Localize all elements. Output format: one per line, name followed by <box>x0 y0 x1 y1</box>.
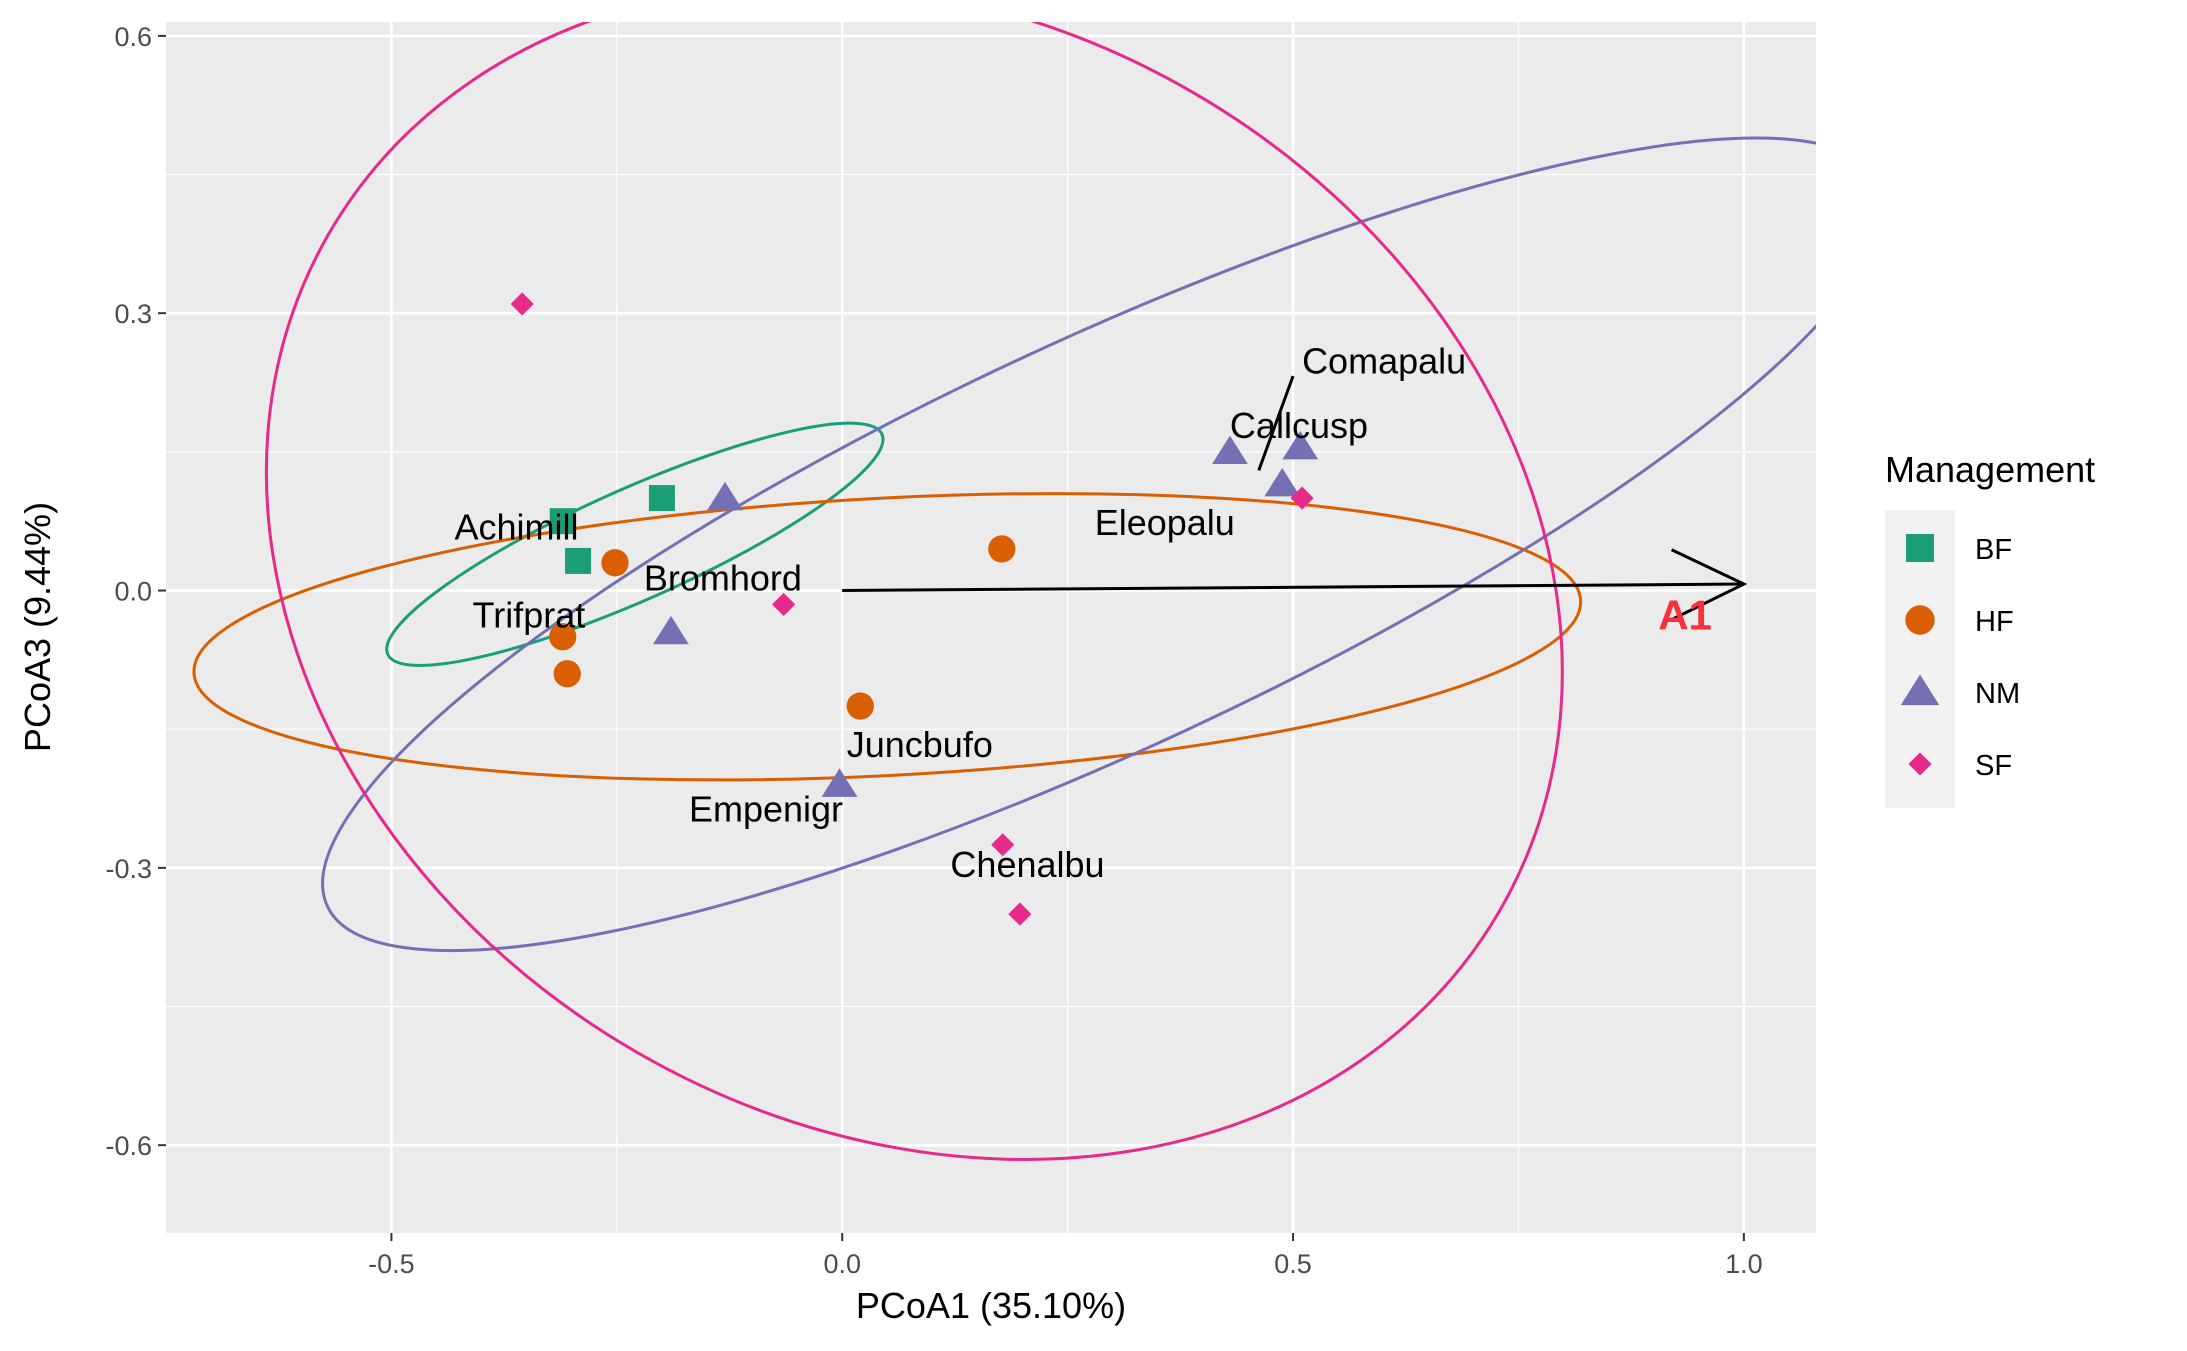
y-tick-label: 0.3 <box>114 299 152 329</box>
legend-key-nm <box>1900 674 1940 706</box>
plot-panel <box>166 22 1816 1233</box>
point-bf <box>648 485 675 512</box>
x-tick-label: -0.5 <box>368 1249 415 1279</box>
legend-label-hf: HF <box>1975 606 2014 638</box>
grid-major <box>166 22 1816 1233</box>
point-nm <box>1212 435 1248 465</box>
x-tick-label: 0.0 <box>823 1249 861 1279</box>
site-label: Bromhord <box>644 558 802 599</box>
point-nm <box>653 615 689 645</box>
point-bf <box>565 547 592 574</box>
site-labels: Comapalu Callcusp Eleopalu Achimill Bromhord… <box>455 340 1467 885</box>
x-axis-title: PCoA1 (35.10%) <box>856 1285 1126 1326</box>
point-sf <box>510 292 534 316</box>
legend-key-hf <box>1905 605 1935 635</box>
point-hf <box>553 660 581 688</box>
site-label: Callcusp <box>1230 405 1368 446</box>
ellipse-hf <box>192 492 1583 782</box>
site-label: Chenalbu <box>950 844 1104 885</box>
arrow-shaft <box>842 582 1744 593</box>
y-tick-label: 0.6 <box>114 22 152 52</box>
x-tick-label: 0.5 <box>1274 1249 1312 1279</box>
legend-label-bf: BF <box>1975 534 2012 566</box>
site-label: Empenigr <box>689 789 843 830</box>
y-tick-label: -0.3 <box>105 854 152 884</box>
ellipse-bf <box>385 421 885 667</box>
y-tick-label: 0.0 <box>114 577 152 607</box>
y-tick-label: -0.6 <box>105 1131 152 1161</box>
x-axis: -0.5 0.0 0.5 1.0 <box>368 1233 1763 1279</box>
point-sf <box>1008 902 1032 926</box>
point-sf <box>772 592 796 616</box>
ellipse-sf <box>264 22 1564 1161</box>
point-hf <box>846 692 874 720</box>
point-sf <box>991 833 1015 857</box>
site-label: Trifprat <box>473 595 586 636</box>
point-bf <box>549 508 576 535</box>
arrow-head <box>1670 548 1748 621</box>
point-sf <box>1290 486 1314 510</box>
legend-label-nm: NM <box>1975 678 2020 710</box>
legend-title: Management <box>1885 449 2095 490</box>
confidence-ellipses <box>192 22 1816 1161</box>
legend-key-sf <box>1908 752 1932 776</box>
leader-line <box>1257 375 1295 471</box>
point-nm <box>707 481 743 511</box>
site-label: Comapalu <box>1302 340 1466 381</box>
point-hf <box>549 623 577 651</box>
site-label: Eleopalu <box>1095 502 1235 543</box>
x-tick-label: 1.0 <box>1725 1249 1763 1279</box>
y-axis-title: PCoA3 (9.44%) <box>17 502 58 752</box>
site-label: Achimill <box>455 507 579 548</box>
point-nm <box>1282 430 1319 460</box>
point-hf <box>988 535 1016 563</box>
arrow-label: A1 <box>1658 591 1712 638</box>
legend-key-bf <box>1906 534 1934 562</box>
ellipse-nm <box>321 136 1816 953</box>
vector-arrow: A1 <box>842 375 1748 638</box>
point-hf <box>601 549 629 577</box>
y-axis: -0.6 -0.3 0.0 0.3 0.6 <box>105 22 166 1161</box>
site-label: Juncbufo <box>847 724 993 765</box>
data-points <box>510 292 1319 926</box>
point-nm <box>1264 467 1301 497</box>
point-nm <box>821 768 858 797</box>
legend-label-sf: SF <box>1975 750 2012 782</box>
legend: Management BF HF NM SF <box>1885 449 2095 808</box>
grid-minor <box>166 22 1816 1233</box>
